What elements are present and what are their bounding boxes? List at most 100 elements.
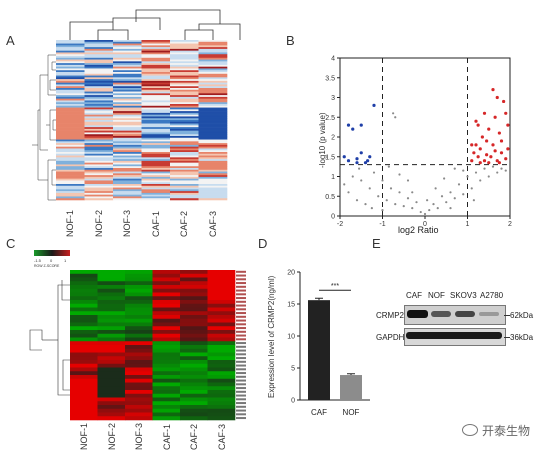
heatmap-cell: [113, 141, 142, 144]
gene-label-mark: [236, 308, 246, 311]
heatmap-cell: [207, 367, 236, 372]
volcano-point-ns: [491, 165, 495, 168]
heatmap-cell: [141, 77, 171, 80]
heatmap-cell: [152, 288, 181, 293]
heatmap-cell: [141, 136, 171, 139]
heatmap-cell: [170, 54, 199, 57]
volcano-point-down: [363, 161, 368, 165]
volcano-ytick-label: 2: [331, 135, 335, 142]
gene-label-mark: [236, 270, 246, 273]
heatmap-cell: [198, 168, 228, 171]
gene-label-mark: [236, 353, 246, 356]
heatmap-cell: [207, 393, 236, 398]
volcano-point-up: [485, 139, 489, 143]
heatmap-cell: [56, 80, 85, 83]
heatmap-cell: [152, 360, 181, 365]
heatmap-cell: [141, 189, 171, 192]
heatmap-cell: [141, 127, 171, 130]
heatmap-cell: [56, 95, 85, 98]
heatmap-cell: [180, 363, 208, 368]
heatmap-cell: [198, 143, 228, 146]
heatmap-cell: [84, 63, 114, 66]
heatmap-cell: [113, 162, 142, 165]
heatmap-cell: [198, 187, 228, 190]
heatmap-cell: [207, 315, 236, 320]
heatmap-cell: [56, 155, 85, 158]
heatmap-cell: [198, 175, 228, 178]
heatmap-cell: [198, 80, 228, 83]
heatmap-cell: [97, 281, 126, 286]
heatmap-cell: [170, 77, 199, 80]
heatmap-cell: [113, 164, 142, 167]
heatmap-cell: [198, 169, 228, 172]
panel-b-label: B: [286, 33, 295, 48]
heatmap-cell: [180, 356, 208, 361]
heatmap-cell: [180, 405, 208, 410]
heatmap-cell: [97, 285, 126, 290]
heatmap-cell: [84, 56, 114, 59]
heatmap-cell: [198, 141, 228, 144]
zscore-legend-tick: 0: [50, 258, 53, 263]
heatmap-cell: [113, 52, 142, 55]
heatmap-cell: [141, 45, 171, 48]
heatmap-cell: [141, 66, 171, 69]
heatmap-cell: [198, 45, 228, 48]
volcano-point-ns: [428, 208, 431, 212]
heatmap-cell: [97, 273, 126, 278]
heatmap-cell: [152, 382, 181, 387]
volcano-point-up: [497, 131, 501, 135]
heatmap-cell: [84, 91, 114, 94]
heatmap-cell: [141, 137, 171, 140]
heatmap-cell: [97, 393, 126, 398]
heatmap-cell: [198, 47, 228, 50]
heatmap-cell: [141, 50, 171, 53]
heatmap-cell: [152, 352, 181, 357]
heatmap-cell: [152, 273, 181, 278]
gene-label-mark: [236, 349, 246, 352]
heatmap-cell: [152, 405, 181, 410]
gene-label-mark: [236, 334, 246, 337]
heatmap-cell: [56, 191, 85, 194]
heatmap-cell: [170, 80, 199, 83]
heatmap-cell: [170, 104, 199, 107]
heatmap-cell: [141, 171, 171, 174]
heatmap-cell: [125, 303, 153, 308]
panel-d-label: D: [258, 236, 268, 251]
heatmap-cell: [84, 57, 114, 60]
heatmap-cell: [198, 88, 228, 91]
heatmap-cell: [198, 73, 228, 76]
heatmap-cell: [152, 333, 181, 338]
heatmap-cell: [198, 139, 228, 142]
heatmap-cell: [84, 120, 114, 123]
heatmap-cell: [198, 91, 228, 94]
heatmap-cell: [170, 50, 199, 53]
heatmap-cell: [141, 109, 171, 112]
heatmap-cell: [207, 345, 236, 350]
volcano-ytick-label: 1: [331, 174, 335, 181]
lane-label: SKOV3: [450, 291, 477, 300]
heatmap-cell: [152, 378, 181, 383]
heatmap-cell: [198, 196, 228, 199]
heatmap-cell: [170, 100, 199, 103]
heatmap-cell: [141, 47, 171, 50]
heatmap-cell: [113, 169, 142, 172]
crmp2-band-skov3: [455, 311, 475, 317]
volcano-point-ns: [434, 187, 437, 190]
heatmap-cell: [170, 180, 199, 183]
heatmap-cell: [152, 386, 181, 391]
heatmap-cell: [198, 48, 228, 51]
heatmap-cell: [141, 178, 171, 181]
heatmap-cell: [170, 187, 199, 190]
gene-label-mark: [236, 315, 246, 318]
lane-label: CAF: [406, 291, 422, 300]
volcano-point-ns: [368, 187, 371, 190]
heatmap-cell: [84, 175, 114, 178]
heatmap-cell: [141, 88, 171, 91]
heatmap-cell: [198, 130, 228, 133]
heatmap-cell: [84, 123, 114, 126]
heatmap-cell: [170, 70, 199, 73]
heatmap-cell: [125, 348, 153, 353]
volcano-ytick-label: 3: [331, 95, 335, 102]
heatmap-cell: [170, 192, 199, 195]
heatmap-cell: [180, 326, 208, 331]
